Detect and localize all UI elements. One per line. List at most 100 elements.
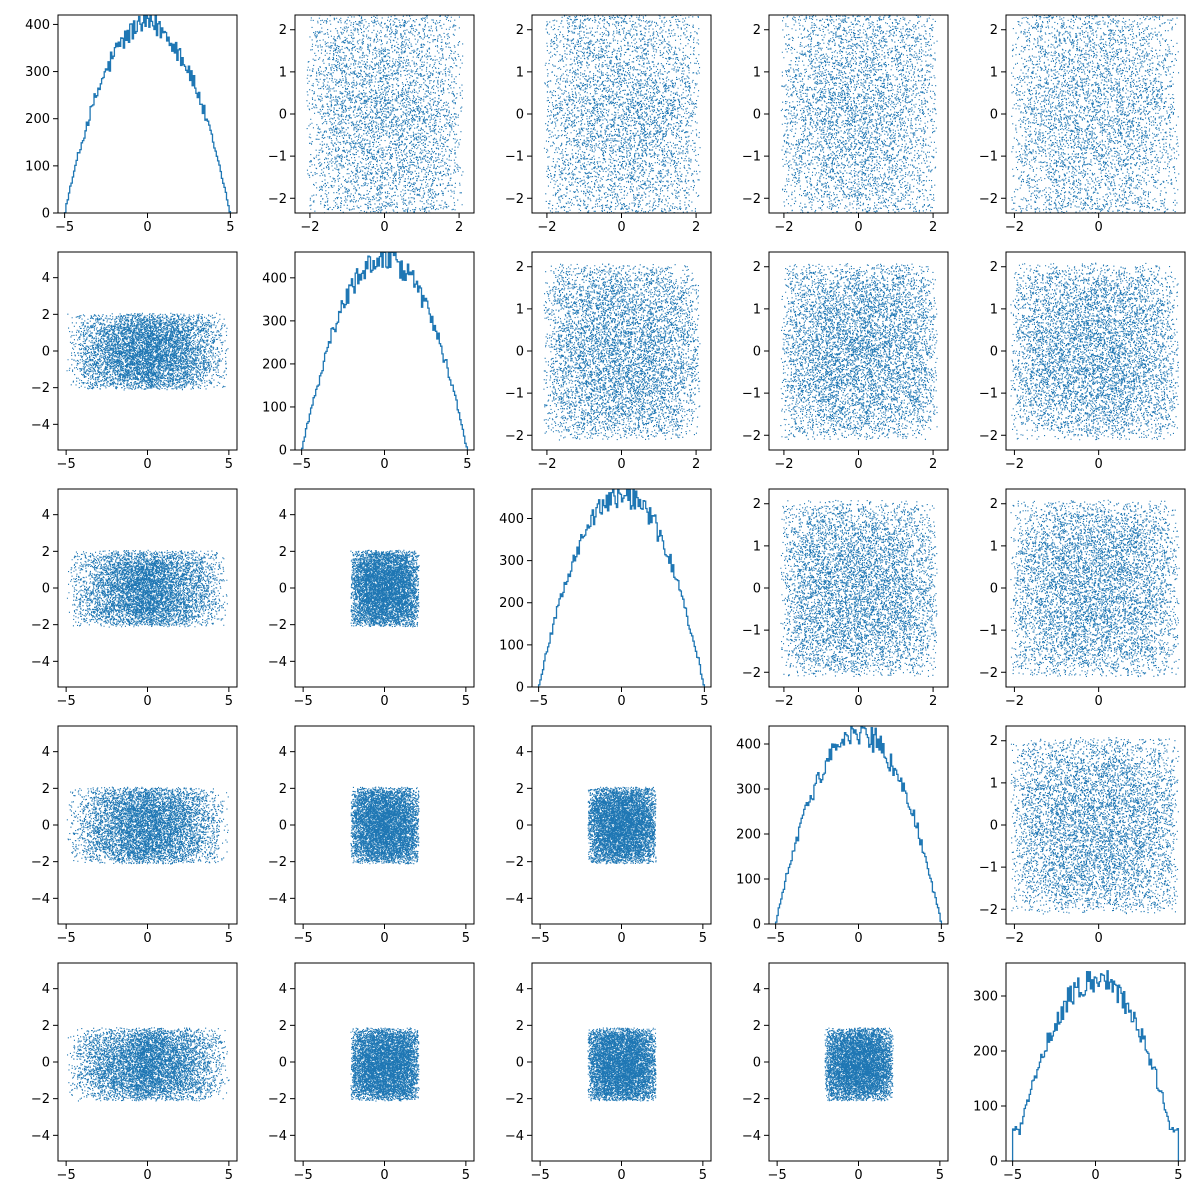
y-tick-label: −1 bbox=[979, 150, 998, 165]
y-tick-label: −2 bbox=[31, 381, 50, 396]
y-tick-label: 1 bbox=[753, 65, 761, 80]
y-tick-label: 2 bbox=[516, 1019, 524, 1034]
y-tick-label: 300 bbox=[736, 783, 761, 798]
x-tick-label: 5 bbox=[699, 931, 707, 946]
y-tick-label: 400 bbox=[499, 512, 524, 527]
y-tick-label: 100 bbox=[499, 638, 524, 653]
y-tick-label: 200 bbox=[25, 112, 50, 127]
x-tick-label: 5 bbox=[463, 457, 471, 472]
subplot-r2-c4: −2 0 −2 −1 0 1 2 bbox=[979, 488, 1186, 709]
x-tick-label: 5 bbox=[1174, 1168, 1182, 1183]
y-tick-label: −2 bbox=[505, 429, 524, 444]
y-tick-label: 2 bbox=[42, 782, 50, 797]
y-tick-label: 0 bbox=[990, 582, 998, 597]
y-tick-label: −2 bbox=[979, 666, 998, 681]
subplot-r1-c0: −5 0 5 −4 −2 0 2 4 bbox=[31, 251, 238, 472]
subplot-r4-c1: −5 0 5 −4 −2 0 2 4 bbox=[268, 962, 475, 1183]
x-tick-label: 0 bbox=[1095, 457, 1103, 472]
y-tick-label: −2 bbox=[979, 192, 998, 207]
y-tick-label: −2 bbox=[505, 855, 524, 870]
y-tick-label: 2 bbox=[516, 260, 524, 275]
x-tick-label: −5 bbox=[531, 1168, 550, 1183]
scatter-points bbox=[66, 786, 229, 865]
subplot-r3-c2: −5 0 5 −4 −2 0 2 4 bbox=[505, 725, 712, 946]
x-tick-label: 0 bbox=[1095, 694, 1103, 709]
y-tick-label: 1 bbox=[990, 302, 998, 317]
y-tick-label: 0 bbox=[279, 1056, 287, 1071]
subplot-r2-c0: −5 0 5 −4 −2 0 2 4 bbox=[31, 488, 238, 709]
axes-frame bbox=[294, 251, 475, 451]
y-tick-label: 0 bbox=[42, 582, 50, 597]
y-tick-label: 0 bbox=[42, 345, 50, 360]
y-tick-label: 0 bbox=[279, 582, 287, 597]
histogram-step-line bbox=[1011, 970, 1180, 1161]
y-tick-label: 2 bbox=[990, 734, 998, 749]
y-tick-label: −1 bbox=[268, 150, 287, 165]
y-tick-label: 200 bbox=[736, 828, 761, 843]
y-tick-label: 4 bbox=[42, 271, 50, 286]
y-tick-label: 2 bbox=[990, 260, 998, 275]
x-tick-label: 0 bbox=[380, 694, 388, 709]
y-tick-label: 400 bbox=[736, 738, 761, 753]
y-tick-label: 2 bbox=[42, 545, 50, 560]
y-tick-label: 4 bbox=[279, 745, 287, 760]
x-tick-label: 0 bbox=[854, 1168, 862, 1183]
y-tick-label: 100 bbox=[262, 400, 287, 415]
y-tick-label: 4 bbox=[42, 982, 50, 997]
x-tick-label: 5 bbox=[699, 1168, 707, 1183]
y-tick-label: −4 bbox=[505, 892, 524, 907]
x-tick-label: −5 bbox=[294, 1168, 313, 1183]
y-tick-label: 0 bbox=[753, 108, 761, 123]
y-tick-label: −2 bbox=[31, 1092, 50, 1107]
y-tick-label: 4 bbox=[42, 508, 50, 523]
y-tick-label: 0 bbox=[279, 108, 287, 123]
x-tick-label: 0 bbox=[380, 457, 388, 472]
subplot-r0-c1: −2 0 2 −2 −1 0 1 2 bbox=[268, 14, 475, 235]
y-tick-label: 400 bbox=[25, 18, 50, 33]
scatter-points bbox=[780, 499, 938, 677]
y-tick-label: 2 bbox=[279, 545, 287, 560]
y-tick-label: 0 bbox=[516, 819, 524, 834]
x-tick-label: 0 bbox=[380, 931, 388, 946]
y-tick-label: 4 bbox=[279, 508, 287, 523]
axes-frame bbox=[768, 725, 949, 925]
scatter-points bbox=[543, 15, 701, 213]
y-tick-label: 0 bbox=[42, 207, 50, 222]
x-tick-label: 0 bbox=[617, 931, 625, 946]
subplot-r1-c3: −2 0 2 −2 −1 0 1 2 bbox=[742, 251, 949, 472]
y-tick-label: −1 bbox=[742, 150, 761, 165]
x-tick-label: 0 bbox=[617, 1168, 625, 1183]
subplot-r3-c1: −5 0 5 −4 −2 0 2 4 bbox=[268, 725, 475, 946]
x-tick-label: 0 bbox=[1095, 220, 1103, 235]
scatter-points bbox=[587, 786, 657, 865]
scatter-points bbox=[350, 549, 420, 628]
x-tick-label: 2 bbox=[692, 220, 700, 235]
scatter-points bbox=[1010, 262, 1179, 441]
scatter-points bbox=[780, 263, 938, 440]
y-tick-label: 2 bbox=[279, 1019, 287, 1034]
y-tick-label: −2 bbox=[31, 618, 50, 633]
x-tick-label: −2 bbox=[537, 220, 556, 235]
y-tick-label: 2 bbox=[279, 782, 287, 797]
y-tick-label: −1 bbox=[979, 861, 998, 876]
y-tick-label: 0 bbox=[990, 819, 998, 834]
y-tick-label: −2 bbox=[268, 855, 287, 870]
y-tick-label: 4 bbox=[753, 982, 761, 997]
y-tick-label: 2 bbox=[516, 782, 524, 797]
y-tick-label: −2 bbox=[742, 666, 761, 681]
y-tick-label: 0 bbox=[753, 918, 761, 933]
y-tick-label: 200 bbox=[499, 596, 524, 611]
x-tick-label: −2 bbox=[774, 457, 793, 472]
y-tick-label: 1 bbox=[516, 65, 524, 80]
y-tick-label: −2 bbox=[268, 192, 287, 207]
y-tick-label: 0 bbox=[516, 345, 524, 360]
x-tick-label: −5 bbox=[294, 694, 313, 709]
y-tick-label: 2 bbox=[279, 23, 287, 38]
x-tick-label: 0 bbox=[617, 457, 625, 472]
x-tick-label: −5 bbox=[55, 220, 74, 235]
y-tick-label: −2 bbox=[505, 192, 524, 207]
y-tick-label: 0 bbox=[990, 345, 998, 360]
